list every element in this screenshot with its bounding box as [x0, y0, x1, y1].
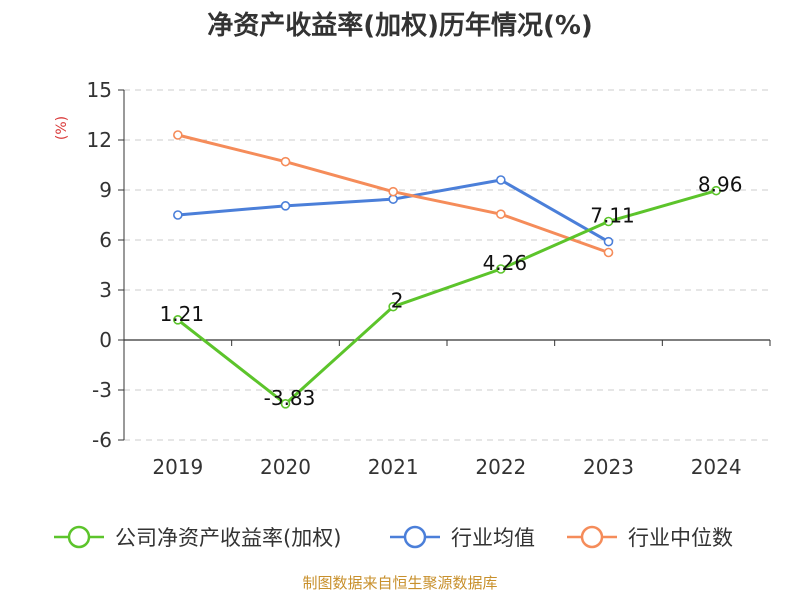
data-label: 4.26: [483, 251, 528, 275]
data-point: [280, 201, 291, 211]
data-point: [280, 156, 291, 167]
legend-marker-icon: [67, 525, 91, 549]
data-point: [173, 130, 183, 140]
source-note: 制图数据来自恒生聚源数据库: [302, 574, 497, 592]
y-tick-label: 12: [87, 128, 112, 152]
x-tick-label: 2019: [152, 455, 203, 479]
data-point: [388, 301, 398, 312]
y-tick-label: -3: [92, 378, 112, 402]
x-tick-label: 2021: [368, 455, 419, 479]
legend-label: 行业中位数: [628, 526, 733, 550]
legend-label: 公司净资产收益率(加权): [115, 526, 341, 550]
data-point: [603, 247, 614, 258]
data-label: 7.11: [590, 204, 635, 228]
y-tick-label: -6: [92, 428, 112, 452]
data-point: [603, 236, 614, 247]
data-label: 1.21: [160, 302, 205, 326]
x-tick-label: 2023: [583, 455, 634, 479]
legend-marker-icon: [580, 525, 604, 549]
y-axis-label: (%): [54, 116, 70, 140]
data-point: [496, 264, 506, 274]
data-label-layer: 1.21 -3.83 2 4.26 7.11 8.96: [160, 173, 743, 410]
axis-layer: -6 -3 0 3 6 9 12 15 2019 2020 2021 2022 2023 2024: [87, 78, 771, 479]
data-point: [173, 210, 183, 220]
chart-title: 净资产收益率(加权)历年情况(%): [207, 10, 593, 41]
y-tick-label: 6: [99, 228, 112, 252]
y-tick-label: 9: [99, 178, 112, 202]
x-tick-label: 2022: [475, 455, 526, 479]
data-point: [603, 216, 614, 227]
data-label: 8.96: [698, 173, 743, 197]
y-tick-label: 15: [87, 78, 112, 102]
legend: 公司净资产收益率(加权) 行业均值 行业中位数: [54, 525, 733, 550]
x-tick-label: 2024: [691, 455, 742, 479]
y-tick-label: 3: [99, 278, 112, 302]
data-point: [496, 209, 506, 219]
x-tick-label: 2020: [260, 455, 311, 479]
data-label: -3.83: [264, 386, 316, 410]
data-label: 2: [391, 289, 404, 313]
data-point: [173, 315, 183, 325]
y-tick-label: 0: [99, 328, 112, 352]
grid-layer: [124, 89, 770, 441]
series-line: [176, 189, 717, 406]
legend-label: 行业均值: [451, 526, 535, 550]
data-point: [496, 175, 506, 185]
data-point: [711, 185, 721, 196]
data-point: [280, 399, 291, 409]
legend-marker-icon: [403, 525, 427, 549]
data-point: [388, 186, 398, 197]
series-layer: [173, 130, 721, 409]
